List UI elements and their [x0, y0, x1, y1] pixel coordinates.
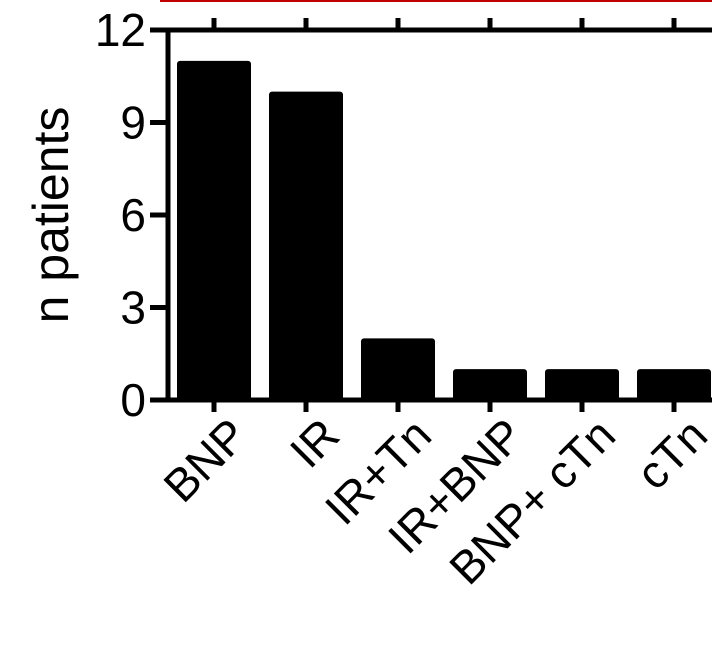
bar-5 [637, 369, 711, 400]
x-tick-label-0: BNP [153, 408, 257, 512]
bars-group [177, 60, 711, 401]
bar-3 [453, 369, 527, 400]
bar-1 [269, 91, 343, 401]
bar-2 [361, 338, 435, 400]
y-ticks-group: 0 3 6 9 12 [95, 4, 168, 426]
bar-4 [545, 369, 619, 400]
y-tick-label-1: 3 [120, 282, 146, 334]
x-tick-label-1: IR [280, 408, 349, 477]
y-axis-label: n patients [23, 107, 79, 324]
y-tick-label-0: 0 [120, 374, 146, 426]
bar-0 [177, 60, 251, 400]
y-tick-label-4: 12 [95, 4, 146, 56]
y-tick-label-3: 9 [120, 97, 146, 149]
x-tick-label-5: cTn [626, 408, 712, 499]
y-tick-label-2: 6 [120, 189, 146, 241]
